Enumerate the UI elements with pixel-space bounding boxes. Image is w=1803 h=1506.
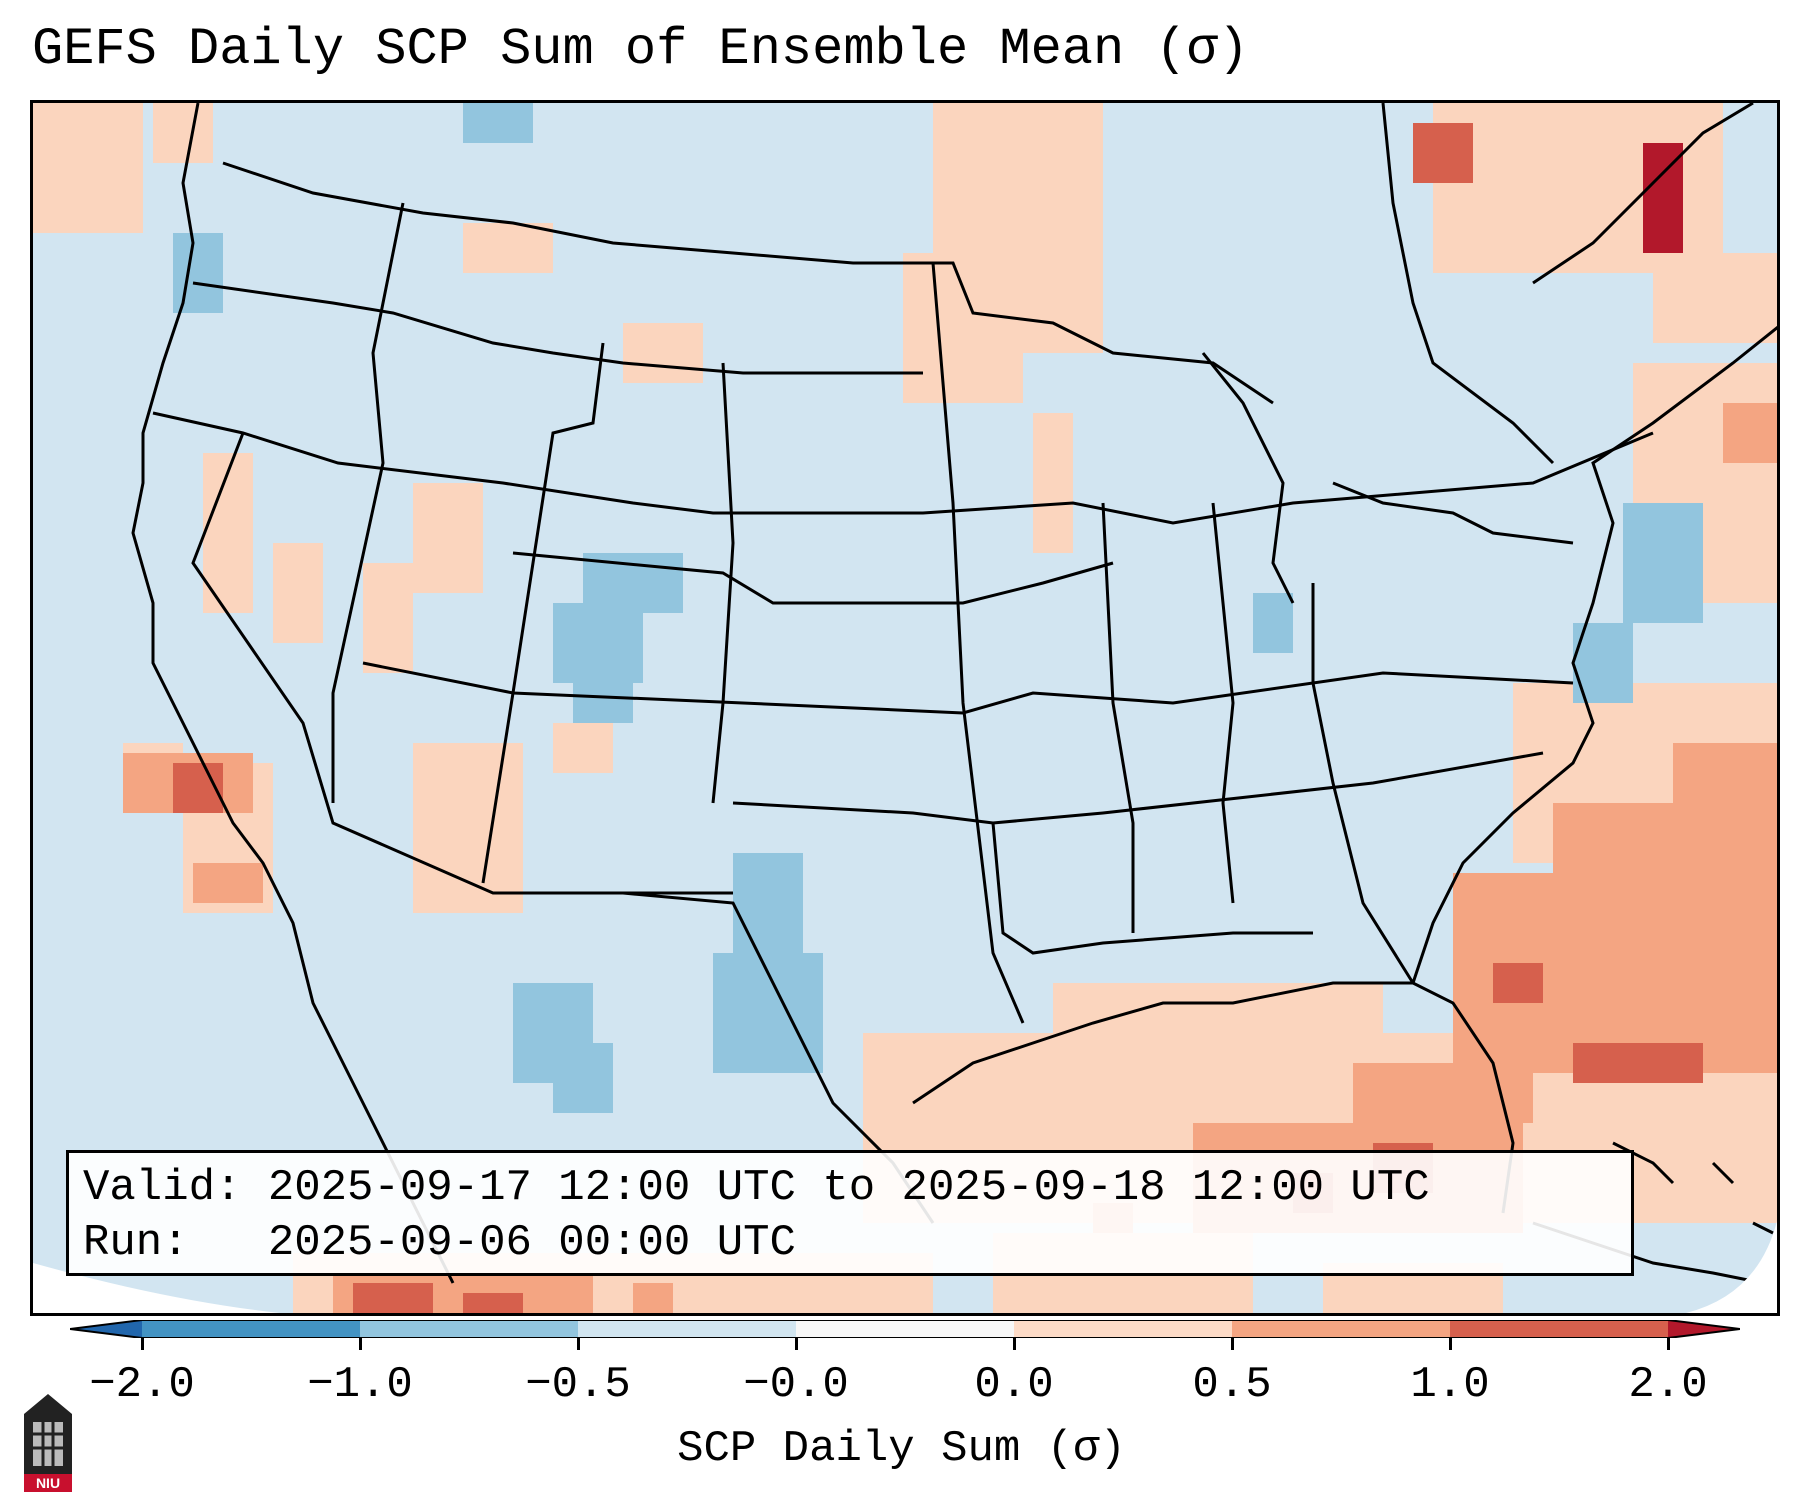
run-value: 2025-09-06 00:00 UTC bbox=[267, 1218, 796, 1268]
state-boundaries bbox=[131, 103, 1777, 1284]
valid-label: Valid: bbox=[83, 1163, 242, 1213]
colorbar-bin bbox=[796, 1320, 1015, 1338]
colorbar-tick bbox=[358, 1338, 362, 1350]
positive-anomaly-light bbox=[33, 103, 1777, 1313]
colorbar-bin bbox=[578, 1320, 797, 1338]
colorbar-tick-label: 0.5 bbox=[1192, 1360, 1272, 1410]
valid-value: 2025-09-17 12:00 UTC to 2025-09-18 12:00… bbox=[267, 1163, 1430, 1213]
colorbar-tick-label: 0.0 bbox=[974, 1360, 1054, 1410]
colorbar-bin bbox=[142, 1320, 361, 1338]
colorbar-tick-label: 2.0 bbox=[1628, 1360, 1708, 1410]
chart-title: GEFS Daily SCP Sum of Ensemble Mean (σ) bbox=[32, 20, 1249, 79]
colorbar-tick bbox=[140, 1338, 144, 1350]
map-canvas bbox=[33, 103, 1777, 1313]
colorbar-bin bbox=[70, 1320, 142, 1338]
colorbar-tick-label: −2.0 bbox=[89, 1360, 195, 1410]
colorbar-label: SCP Daily Sum (σ) bbox=[677, 1424, 1126, 1474]
colorbar-tick bbox=[794, 1338, 798, 1350]
map-panel bbox=[30, 100, 1780, 1316]
colorbar-bin bbox=[360, 1320, 579, 1338]
colorbar bbox=[70, 1320, 1740, 1338]
colorbar-tick bbox=[1012, 1338, 1016, 1350]
valid-run-info-box: Valid: 2025-09-17 12:00 UTC to 2025-09-1… bbox=[66, 1150, 1634, 1276]
colorbar-bin bbox=[1014, 1320, 1233, 1338]
colorbar-bin bbox=[1450, 1320, 1669, 1338]
colorbar-tick-label: 1.0 bbox=[1410, 1360, 1490, 1410]
colorbar-tick-label: −1.0 bbox=[307, 1360, 413, 1410]
colorbar-tick bbox=[1448, 1338, 1452, 1350]
colorbar-bin bbox=[1232, 1320, 1451, 1338]
colorbar-tick-label: −0.5 bbox=[525, 1360, 631, 1410]
projection-edge-left bbox=[33, 1263, 280, 1313]
niu-logo-icon: NIU bbox=[24, 1394, 72, 1492]
run-label: Run: bbox=[83, 1218, 189, 1268]
colorbar-bin bbox=[1668, 1320, 1740, 1338]
colorbar-tick-label: −0.0 bbox=[743, 1360, 849, 1410]
colorbar-tick bbox=[1230, 1338, 1234, 1350]
colorbar-tick bbox=[576, 1338, 580, 1350]
projection-edge-right bbox=[1685, 1220, 1777, 1313]
logo-text: NIU bbox=[36, 1475, 60, 1491]
colorbar-tick bbox=[1666, 1338, 1670, 1350]
